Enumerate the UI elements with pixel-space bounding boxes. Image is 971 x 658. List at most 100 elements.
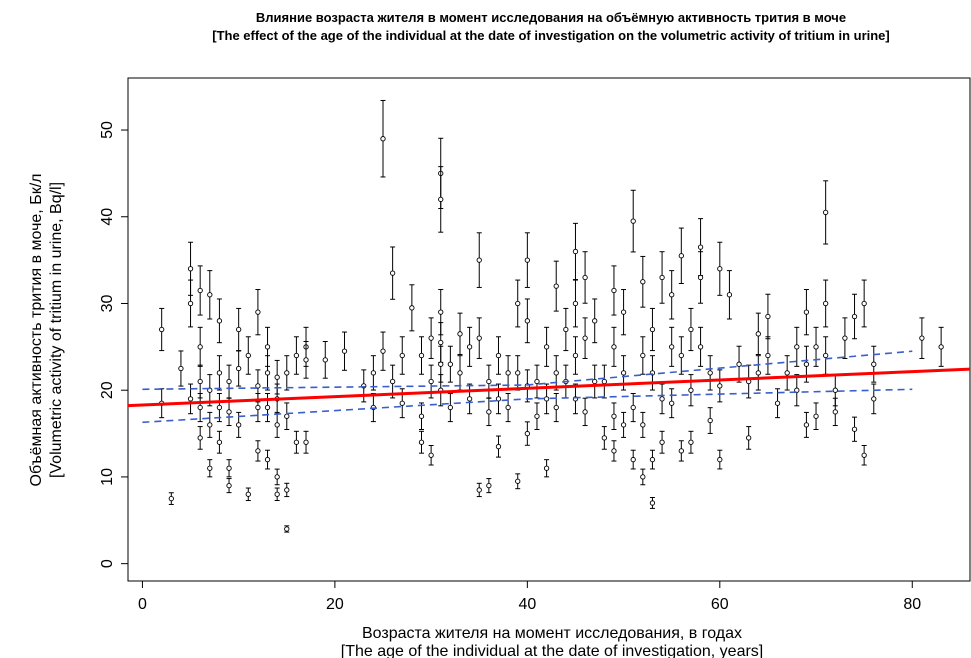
data-point [389, 364, 396, 399]
data-point [871, 383, 877, 415]
data-point [197, 426, 203, 450]
data-point [688, 430, 694, 454]
data-point [707, 355, 713, 391]
data-point [264, 449, 271, 470]
data-point [457, 355, 463, 391]
data-point [341, 331, 348, 371]
data-point [851, 293, 858, 340]
data-point [640, 411, 646, 438]
data-point [794, 374, 800, 407]
data-point [717, 449, 723, 470]
data-point [803, 411, 810, 438]
data-point [418, 430, 425, 454]
data-point [274, 359, 280, 395]
data-point [486, 397, 492, 427]
data-point [197, 393, 203, 423]
data-point [466, 326, 473, 367]
data-point [197, 326, 203, 367]
data-point [216, 298, 223, 344]
x-tick-label: 60 [711, 596, 729, 613]
data-point [601, 364, 607, 399]
data-point [630, 189, 636, 253]
data-point [582, 317, 588, 359]
data-point [216, 355, 223, 391]
data-point [582, 251, 588, 304]
data-point [649, 496, 656, 509]
data-point [813, 402, 819, 430]
data-point [611, 402, 617, 430]
data-point [871, 345, 877, 383]
data-point [553, 260, 559, 312]
data-point [438, 166, 444, 233]
y-tick-label: 0 [99, 559, 116, 568]
data-point [572, 222, 579, 281]
data-point [726, 270, 733, 320]
x-axis-label-en: [The age of the individual at the date o… [341, 643, 764, 658]
data-point [197, 364, 203, 399]
data-point [236, 350, 242, 387]
data-point [823, 180, 829, 245]
data-point [438, 374, 444, 407]
data-point [255, 440, 261, 462]
data-point [207, 411, 213, 438]
data-point [582, 397, 588, 427]
data-point [428, 444, 434, 466]
data-point [669, 270, 675, 320]
data-point [284, 482, 290, 498]
data-point [592, 364, 598, 399]
data-point [620, 411, 627, 438]
data-point [226, 364, 232, 399]
data-point [389, 246, 396, 300]
data-point [476, 482, 482, 498]
data-point [755, 355, 761, 391]
data-point [592, 298, 598, 344]
data-point [284, 355, 290, 391]
data-point [678, 227, 684, 284]
data-point [168, 492, 174, 505]
data-point [543, 383, 550, 415]
data-point [524, 298, 530, 344]
data-point [697, 251, 704, 304]
data-point [707, 407, 713, 434]
data-point [226, 459, 232, 478]
data-point [322, 341, 328, 379]
data-point [823, 336, 829, 375]
data-point [765, 336, 771, 375]
data-point [495, 435, 502, 458]
data-point [418, 336, 425, 375]
data-point [515, 279, 521, 328]
data-point [399, 336, 405, 375]
data-point [649, 449, 656, 470]
data-point [264, 393, 271, 423]
data-point [649, 307, 656, 352]
data-point [216, 430, 223, 454]
plot-frame [127, 77, 971, 582]
data-point [563, 307, 569, 352]
data-point [476, 317, 482, 359]
data-point [466, 383, 473, 415]
data-point [572, 279, 579, 328]
data-point [717, 241, 723, 296]
data-point [534, 364, 540, 399]
data-point [284, 525, 290, 533]
data-point [640, 336, 646, 375]
data-point [746, 426, 752, 450]
data-point [765, 293, 771, 340]
data-point [669, 388, 675, 419]
data-point [717, 369, 723, 403]
data-point [457, 312, 463, 356]
data-point [640, 468, 646, 486]
data-point [755, 312, 761, 356]
x-tick-label: 80 [903, 596, 921, 613]
data-point [784, 355, 790, 391]
chart-title: Влияние возраста жителя в момент исследо… [256, 10, 846, 25]
data-point [303, 341, 309, 379]
data-point [187, 279, 194, 328]
data-point [236, 307, 242, 352]
data-point [245, 487, 251, 502]
data-point [736, 345, 742, 383]
data-point [370, 355, 377, 391]
ci-lower-line [142, 388, 913, 424]
data-point [640, 255, 646, 308]
data-point [620, 289, 627, 336]
